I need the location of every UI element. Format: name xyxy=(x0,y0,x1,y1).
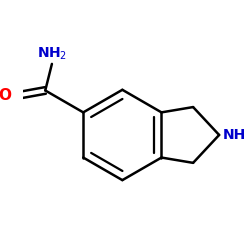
Text: NH$_2$: NH$_2$ xyxy=(37,46,67,62)
Text: NH: NH xyxy=(223,128,246,142)
Text: O: O xyxy=(0,88,12,103)
